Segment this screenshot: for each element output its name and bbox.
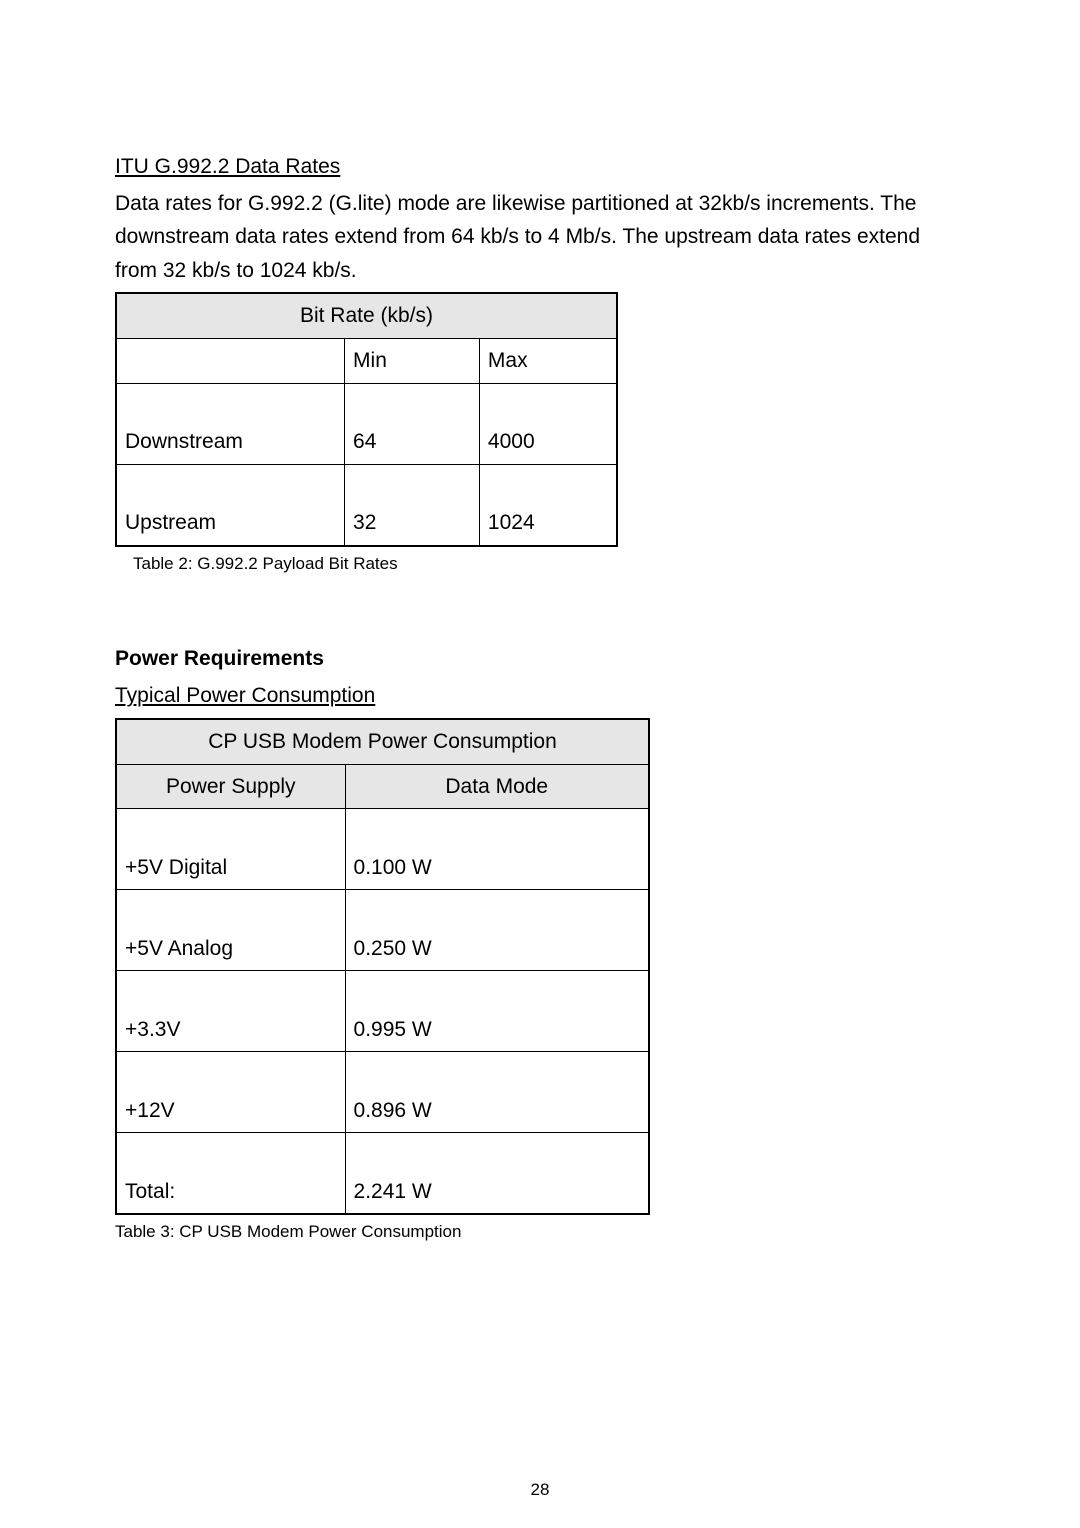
table-cell: 64 — [345, 383, 480, 464]
table-caption: Table 2: G.992.2 Payload Bit Rates — [133, 550, 965, 577]
table-cell: Downstream — [116, 383, 345, 464]
table-row: +12V 0.896 W — [116, 1052, 649, 1133]
table-row: +5V Digital 0.100 W — [116, 809, 649, 890]
table-header-span: Bit Rate (kb/s) — [116, 293, 617, 338]
section-data-rates: ITU G.992.2 Data Rates Data rates for G.… — [115, 150, 965, 577]
table-cell: 4000 — [479, 383, 617, 464]
table-cell: 0.995 W — [345, 971, 649, 1052]
table-col-header — [116, 338, 345, 383]
section-title: ITU G.992.2 Data Rates — [115, 150, 965, 184]
table-caption: Table 3: CP USB Modem Power Consumption — [115, 1218, 965, 1245]
table-cell: 1024 — [479, 464, 617, 546]
table-col-header: Max — [479, 338, 617, 383]
table-cell: +5V Analog — [116, 890, 345, 971]
table-cell: +3.3V — [116, 971, 345, 1052]
table-col-header: Min — [345, 338, 480, 383]
body-paragraph: Data rates for G.992.2 (G.lite) mode are… — [115, 187, 965, 288]
table-header-span: CP USB Modem Power Consumption — [116, 719, 649, 764]
table-header-row: Bit Rate (kb/s) — [116, 293, 617, 338]
table-col-header: Data Mode — [345, 764, 649, 809]
table-col-header: Power Supply — [116, 764, 345, 809]
table-row: Downstream 64 4000 — [116, 383, 617, 464]
table-row: +3.3V 0.995 W — [116, 971, 649, 1052]
page-number: 28 — [531, 1476, 550, 1503]
table-header-row: CP USB Modem Power Consumption — [116, 719, 649, 764]
table-row: Total: 2.241 W — [116, 1133, 649, 1215]
table-cell: 0.100 W — [345, 809, 649, 890]
bit-rate-table: Bit Rate (kb/s) Min Max Downstream 64 40… — [115, 292, 618, 546]
table-cell: +5V Digital — [116, 809, 345, 890]
table-cell: 0.896 W — [345, 1052, 649, 1133]
table-cell: Total: — [116, 1133, 345, 1215]
table-row: +5V Analog 0.250 W — [116, 890, 649, 971]
section-heading: Power Requirements — [115, 642, 965, 676]
table-row: Upstream 32 1024 — [116, 464, 617, 546]
power-consumption-table: CP USB Modem Power Consumption Power Sup… — [115, 718, 650, 1215]
table-cell: +12V — [116, 1052, 345, 1133]
section-subheading: Typical Power Consumption — [115, 679, 965, 713]
table-cell: 32 — [345, 464, 480, 546]
table-columns-row: Power Supply Data Mode — [116, 764, 649, 809]
table-cell: Upstream — [116, 464, 345, 546]
table-cell: 0.250 W — [345, 890, 649, 971]
table-cell: 2.241 W — [345, 1133, 649, 1215]
table-columns-row: Min Max — [116, 338, 617, 383]
section-power: Power Requirements Typical Power Consump… — [115, 642, 965, 1246]
